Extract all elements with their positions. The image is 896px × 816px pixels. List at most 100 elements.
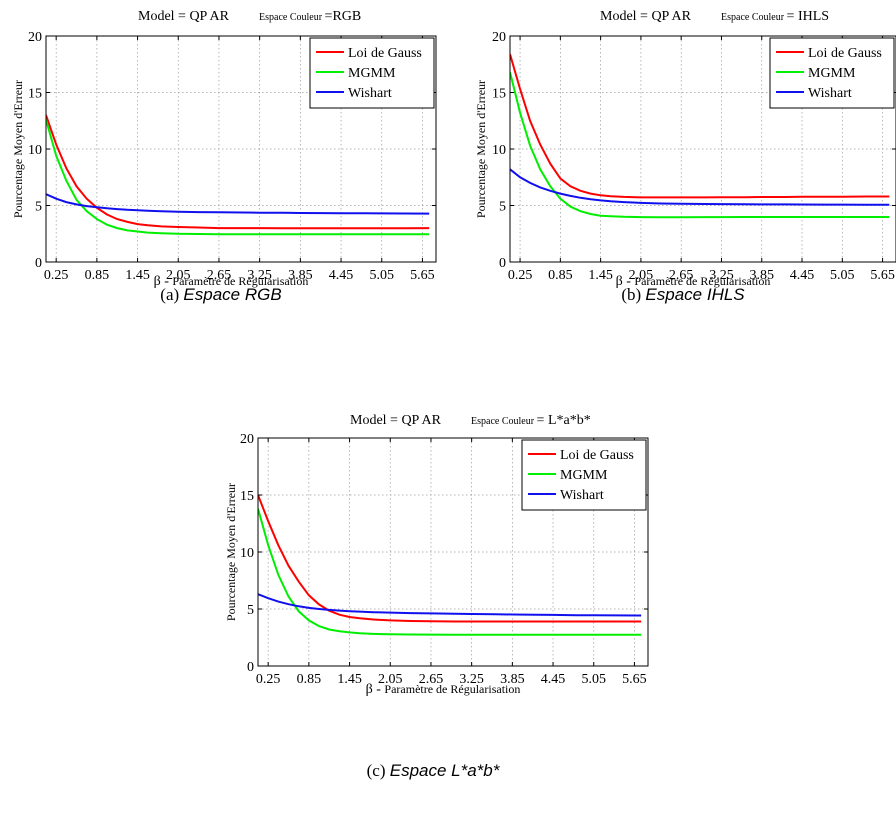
- x-axis-label: β - Paramètre de Régularisation: [154, 274, 309, 289]
- x-axis-text: Paramètre de Régularisation: [634, 274, 770, 288]
- caption-text: Espace RGB: [183, 285, 281, 304]
- x-tick-label: 0.85: [297, 672, 322, 687]
- legend-label: Loi de Gauss: [808, 46, 882, 61]
- series-line-loi-de-gauss: [46, 114, 430, 230]
- x-tick-label: 5.65: [410, 268, 435, 283]
- chart-subtitle: Espace Couleur = IHLS: [721, 9, 829, 24]
- x-tick-label: 5.05: [369, 268, 394, 283]
- x-axis-symbol: β -: [616, 274, 635, 289]
- x-tick-label: 2.65: [669, 268, 694, 283]
- subtitle-label: Espace Couleur: [259, 12, 325, 23]
- series-line-mgmm: [258, 508, 642, 636]
- subtitle-label: Espace Couleur: [471, 416, 537, 427]
- y-tick-label: 20: [240, 432, 254, 447]
- y-tick-label: 15: [240, 489, 254, 504]
- caption-text: Espace L*a*b*: [390, 761, 501, 780]
- subtitle-value: = L*a*b*: [537, 413, 591, 428]
- legend-label: MGMM: [560, 468, 608, 483]
- chart-panel-3: 0.25 0.85 1.45 2.05 2.65 3.25 3.85 4.45 5.05 5.65…: [224, 413, 649, 780]
- y-tick-label: 5: [35, 200, 42, 215]
- chart-panel-2: 0.25 0.85 1.45 2.05 2.65 3.25 3.85 4.45 5.05 5.65…: [474, 9, 896, 304]
- y-axis-label: Pourcentage Moyen d'Erreur: [11, 80, 25, 218]
- y-tick-label: 5: [499, 200, 506, 215]
- x-tick-label: 0.25: [256, 672, 281, 687]
- x-tick-label: 5.05: [830, 268, 855, 283]
- legend-label: MGMM: [348, 66, 396, 81]
- y-tick-label: 10: [492, 143, 506, 158]
- x-axis-symbol: β -: [154, 274, 173, 289]
- x-tick-label: 3.85: [749, 268, 774, 283]
- legend-label: Wishart: [348, 86, 392, 101]
- y-tick-label: 15: [492, 87, 506, 102]
- series-line-wishart: [46, 193, 430, 215]
- figure-caption: (c) Espace L*a*b*: [367, 761, 501, 780]
- y-tick-label: 5: [247, 603, 254, 618]
- x-tick-label: 1.45: [337, 672, 362, 687]
- y-tick-label: 20: [28, 30, 42, 45]
- y-tick-label: 10: [240, 546, 254, 561]
- x-axis-symbol: β -: [366, 682, 385, 697]
- x-tick-label: 0.25: [508, 268, 533, 283]
- x-tick-label: 4.45: [790, 268, 815, 283]
- chart-title: Model = QP AR: [138, 9, 230, 24]
- caption-prefix: (c): [367, 761, 390, 780]
- series-group: [510, 53, 890, 219]
- x-tick-label: 0.25: [44, 268, 69, 283]
- y-tick-label: 0: [247, 660, 254, 675]
- y-tick-label: 10: [28, 143, 42, 158]
- caption-prefix: (b): [621, 285, 645, 304]
- y-tick-label: 20: [492, 30, 506, 45]
- y-tick-label: 15: [28, 87, 42, 102]
- x-tick-label: 2.05: [378, 672, 403, 687]
- legend-label: Wishart: [560, 488, 604, 503]
- x-tick-label: 0.85: [85, 268, 110, 283]
- subtitle-label: Espace Couleur: [721, 12, 787, 23]
- figure-caption: (b) Espace IHLS: [621, 285, 745, 304]
- x-tick-label: 3.25: [247, 268, 272, 283]
- x-tick-label: 0.85: [548, 268, 573, 283]
- legend-label: Wishart: [808, 86, 852, 101]
- x-tick-label: 4.45: [329, 268, 354, 283]
- figure-caption: (a) Espace RGB: [160, 285, 281, 304]
- legend-label: MGMM: [808, 66, 856, 81]
- chart-panel-1: 0.25 0.85 1.45 2.05 2.65 3.25 3.85 4.45 5.05 5.65…: [11, 9, 437, 304]
- series-group: [258, 494, 642, 636]
- subtitle-value: =RGB: [325, 9, 362, 24]
- x-tick-label: 4.45: [541, 672, 566, 687]
- x-tick-label: 1.45: [588, 268, 613, 283]
- x-axis-label: β - Paramètre de Régularisation: [366, 682, 521, 697]
- chart-subtitle: Espace Couleur = L*a*b*: [471, 413, 591, 428]
- legend-label: Loi de Gauss: [560, 448, 634, 463]
- x-tick-label: 2.65: [207, 268, 232, 283]
- series-line-loi-de-gauss: [510, 53, 890, 199]
- caption-text: Espace IHLS: [645, 285, 745, 304]
- series-line-mgmm: [510, 71, 890, 219]
- legend-label: Loi de Gauss: [348, 46, 422, 61]
- series-group: [46, 114, 430, 236]
- x-tick-label: 3.85: [288, 268, 313, 283]
- x-tick-label: 5.65: [622, 672, 647, 687]
- x-tick-label: 1.45: [125, 268, 150, 283]
- chart-title: Model = QP AR: [350, 413, 442, 428]
- x-tick-label: 5.05: [581, 672, 606, 687]
- x-axis-label: β - Paramètre de Régularisation: [616, 274, 771, 289]
- subtitle-value: = IHLS: [787, 9, 830, 24]
- series-line-wishart: [258, 593, 642, 617]
- series-line-mgmm: [46, 119, 430, 236]
- series-line-loi-de-gauss: [258, 494, 642, 623]
- y-axis-label: Pourcentage Moyen d'Erreur: [474, 80, 488, 218]
- x-tick-label: 2.65: [419, 672, 444, 687]
- x-axis-text: Paramètre de Régularisation: [384, 682, 520, 696]
- caption-prefix: (a): [160, 285, 183, 304]
- x-tick-label: 3.85: [500, 672, 525, 687]
- chart-subtitle: Espace Couleur =RGB: [259, 9, 361, 24]
- series-line-wishart: [510, 168, 890, 206]
- x-tick-label: 5.65: [870, 268, 895, 283]
- y-axis-label: Pourcentage Moyen d'Erreur: [224, 483, 238, 621]
- x-tick-label: 3.25: [459, 672, 484, 687]
- y-tick-label: 0: [35, 256, 42, 271]
- chart-title: Model = QP AR: [600, 9, 692, 24]
- x-axis-text: Paramètre de Régularisation: [172, 274, 308, 288]
- x-tick-label: 3.25: [709, 268, 734, 283]
